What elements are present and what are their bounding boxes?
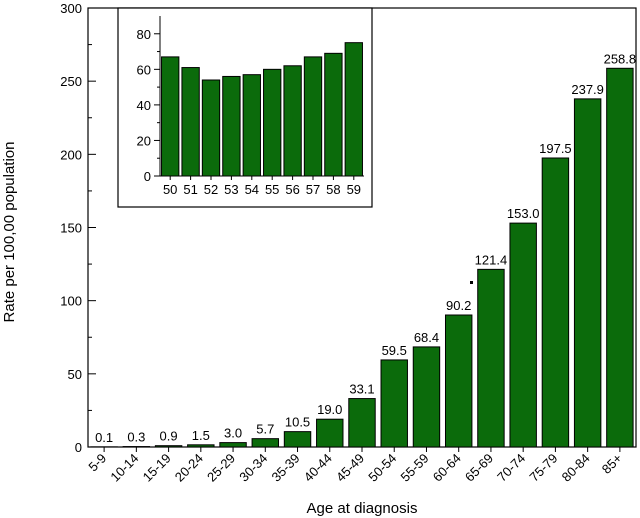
inset-bar (222, 75, 241, 177)
inset-y-tick-label: 80 (137, 27, 151, 42)
x-tick-label: 25-29 (204, 451, 238, 485)
y-tick-label: 0 (75, 440, 82, 455)
bar-value-label: 0.9 (160, 429, 178, 444)
bar-value-label: 0.1 (95, 430, 113, 445)
x-tick-label: 75-79 (526, 451, 560, 485)
bar-value-label: 258.8 (604, 51, 637, 66)
bar (541, 157, 570, 448)
bar-value-label: 5.7 (256, 422, 274, 437)
inset-bar (344, 42, 363, 177)
x-tick-label: 45-49 (333, 451, 367, 485)
x-tick-label: 65-69 (462, 451, 496, 485)
y-axis-title: Rate per 100,00 population (1, 142, 18, 323)
inset-bar (324, 52, 343, 177)
inset-chart: 0 20 40 60 80 50 51 52 53 54 55 56 57 58 59 (117, 7, 373, 208)
inset-bar (242, 74, 261, 177)
bar (187, 444, 215, 448)
bar (316, 418, 344, 448)
y-tick-label: 150 (60, 221, 82, 236)
inset-y-tick-label: 0 (144, 169, 151, 184)
x-tick-label: 30-34 (236, 451, 270, 485)
bar-value-label: 90.2 (446, 298, 471, 313)
inset-x-tick-label: 59 (347, 182, 361, 197)
bar-value-label: 59.5 (382, 343, 407, 358)
inset-x-tick-label: 56 (285, 182, 299, 197)
bar (251, 438, 280, 448)
inset-bar (161, 56, 180, 177)
x-tick-label: 5-9 (85, 451, 109, 475)
inset-x-tick-label: 52 (204, 182, 218, 197)
bar (606, 67, 634, 448)
bar (477, 268, 505, 448)
bar-value-label: 197.5 (539, 141, 572, 156)
inset-x-tick-label: 51 (183, 182, 197, 197)
x-tick-label: 15-19 (140, 451, 174, 485)
inset-x-tick-label: 50 (163, 182, 177, 197)
x-tick-label: 70-74 (494, 451, 528, 485)
inset-x-tick-label: 54 (245, 182, 259, 197)
bar (509, 222, 537, 448)
inset-x-tick-label: 57 (306, 182, 320, 197)
bar (219, 442, 247, 448)
x-tick-label: 20-24 (172, 451, 206, 485)
x-tick-label: 85+ (599, 451, 625, 477)
marker-dot (470, 281, 473, 284)
bar-value-label: 10.5 (285, 415, 310, 430)
bar (412, 346, 441, 448)
inset-x-tick-label: 53 (224, 182, 238, 197)
bar-value-label: 237.9 (571, 82, 604, 97)
x-tick-label: 10-14 (107, 451, 141, 485)
y-tick-label: 50 (68, 367, 82, 382)
x-axis-title: Age at diagnosis (307, 500, 418, 517)
inset-y-tick-label: 40 (137, 98, 151, 113)
bar (444, 314, 473, 448)
inset-y-tick-label: 20 (137, 133, 151, 148)
bar-value-label: 33.1 (349, 382, 374, 397)
bar (154, 445, 183, 448)
x-tick-label: 55-59 (397, 451, 431, 485)
inset-bar (283, 65, 302, 177)
inset-y-tick-label: 60 (137, 62, 151, 77)
bar-value-label: 121.4 (475, 252, 508, 267)
y-tick-label: 250 (60, 74, 82, 89)
inset-bar (263, 68, 282, 177)
bar-value-label: 153.0 (507, 206, 540, 221)
y-tick-label: 100 (60, 294, 82, 309)
inset-bar (181, 67, 200, 177)
x-tick-label: 80-84 (559, 451, 593, 485)
bar (573, 98, 602, 448)
bar (348, 398, 376, 448)
bar-value-label: 1.5 (192, 428, 210, 443)
bar-value-label: 68.4 (414, 330, 439, 345)
x-tick-label: 50-54 (365, 451, 399, 485)
inset-bar (303, 56, 323, 177)
inset-bar (201, 79, 221, 177)
bar (283, 431, 312, 448)
bar-value-label: 19.0 (317, 402, 342, 417)
inset-x-tick-label: 55 (265, 182, 279, 197)
x-tick-label: 35-39 (269, 451, 303, 485)
y-tick-label: 200 (60, 147, 82, 162)
x-tick-label: 40-44 (301, 451, 335, 485)
bar (380, 359, 408, 448)
x-tick-label: 60-64 (430, 451, 464, 485)
bar-value-label: 3.0 (224, 426, 242, 441)
inset-x-tick-label: 58 (326, 182, 340, 197)
bar-value-label: 0.3 (127, 430, 145, 445)
y-tick-label: 300 (60, 1, 82, 16)
